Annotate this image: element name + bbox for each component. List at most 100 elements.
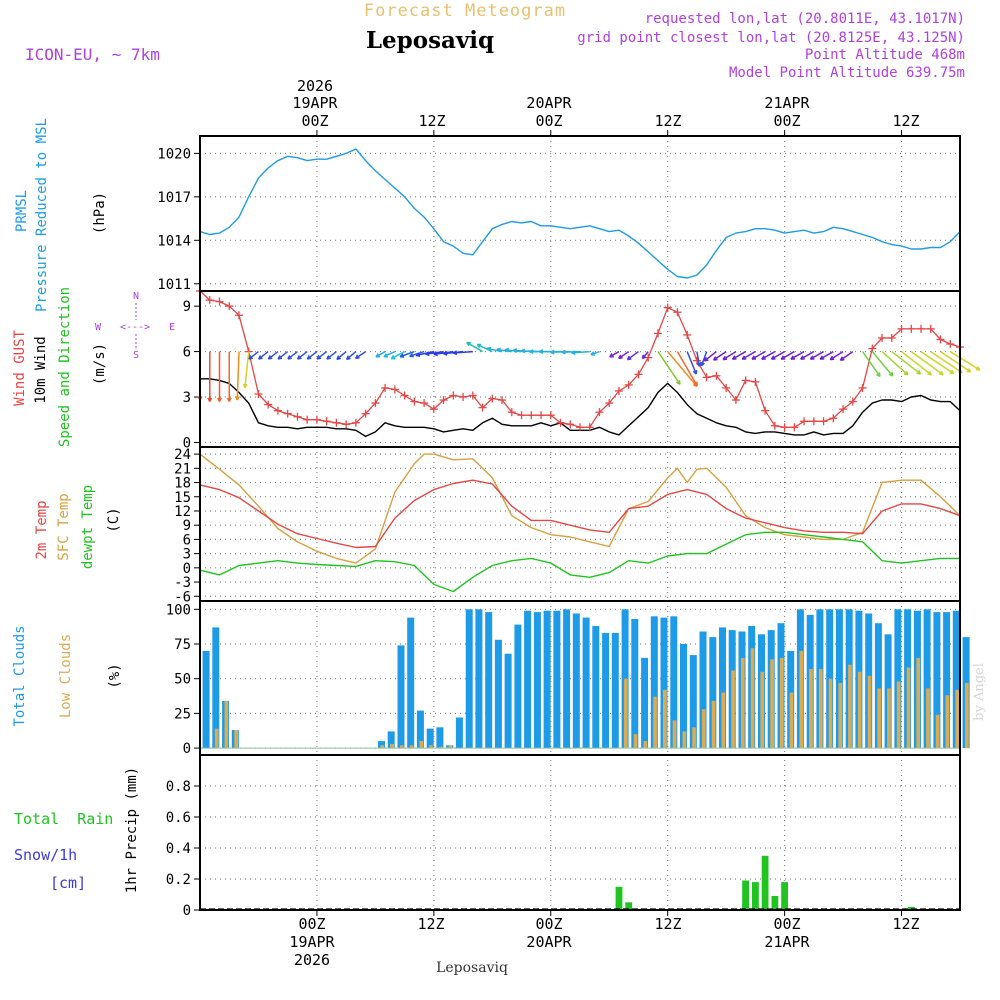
- wind-arrow: [425, 350, 444, 357]
- wind-unit: (m/s): [92, 343, 108, 385]
- wind-arrow: [712, 350, 727, 361]
- low-cloud-bar: [877, 688, 881, 749]
- wind-arrow-head-b: [678, 380, 681, 385]
- precip-label-rain: Total Rain: [14, 810, 113, 828]
- gust-marker: [322, 417, 331, 426]
- wind-arrow: [751, 350, 766, 360]
- wind-arrow-head-b: [529, 350, 534, 354]
- temp-label-sfc: SFC Temp: [56, 493, 72, 560]
- wind-gust-line: [199, 290, 961, 428]
- wind-arrow-head-b: [486, 347, 491, 352]
- wind-arrow-shaft: [571, 350, 590, 354]
- wind-arrow-shaft: [336, 351, 347, 360]
- low-cloud-bar: [926, 688, 930, 749]
- gust-marker: [390, 385, 399, 394]
- wind-arrow-shaft: [800, 350, 815, 360]
- bottom-date-21apr: 21APR: [764, 933, 810, 951]
- wind-arrow-head-b: [287, 357, 292, 360]
- wind-panel-labels: Wind GUST 10m Wind Speed and Direction (…: [12, 287, 175, 447]
- ytick-label-1-1: 3: [183, 390, 191, 406]
- wind-arrow-shaft: [248, 350, 259, 360]
- bottom-date-20apr: 20APR: [526, 933, 572, 951]
- wind-arrow: [819, 350, 834, 360]
- wind-arrow: [626, 350, 639, 361]
- wind-arrow: [839, 350, 854, 362]
- gust-marker: [400, 391, 409, 400]
- total-cloud-bar: [835, 609, 843, 748]
- ytick-label-0-0: 1011: [157, 277, 191, 293]
- ytick-label-1-2: 6: [183, 345, 191, 361]
- gust-marker: [537, 411, 546, 420]
- low-cloud-bar: [409, 745, 414, 749]
- wind-arrow-shaft: [686, 351, 697, 375]
- gust-marker: [731, 396, 740, 405]
- gust-marker: [829, 414, 838, 423]
- bottom-time-axis: 00Z 12Z 00Z 12Z 00Z 12Z 19APR 20APR 21AP…: [289, 915, 919, 969]
- wind-arrow: [242, 351, 250, 389]
- gust-marker: [439, 396, 448, 405]
- total-cloud-bar: [680, 644, 687, 749]
- low-cloud-bar: [935, 714, 940, 749]
- bottom-tick-label-0: 00Z: [298, 915, 325, 933]
- top-tick-label-4: 00Z: [773, 112, 800, 130]
- wind-arrow-shaft: [609, 350, 620, 358]
- wind-arrow-shaft: [722, 350, 737, 361]
- low-cloud-bar: [867, 675, 872, 748]
- wind-arrow-head-b: [277, 357, 283, 360]
- low-cloud-bar: [799, 650, 804, 748]
- wind-arrow-head-b: [642, 356, 647, 360]
- low-cloud-bar: [916, 657, 920, 749]
- wind-arrow-head-b: [316, 357, 322, 360]
- cloud-unit: (%): [107, 663, 123, 688]
- gust-marker: [663, 303, 672, 312]
- gust-marker: [546, 411, 555, 420]
- low-cloud-bar: [965, 682, 969, 749]
- wind-arrow-shaft: [930, 350, 963, 374]
- wind-arrow-shaft: [704, 350, 717, 362]
- header-station: Leposaviq: [366, 27, 494, 54]
- wind-arrow-shaft: [732, 350, 747, 360]
- low-cloud-bar: [653, 696, 657, 748]
- wind-arrow-shaft: [891, 350, 921, 375]
- wind-arrow-shaft: [790, 350, 805, 360]
- cloud-label-low: Low Clouds: [58, 634, 74, 718]
- wind-arrow-shaft: [415, 350, 435, 357]
- wind-arrow-head-b: [425, 353, 430, 357]
- temp-2m-line: [199, 479, 961, 549]
- wind-arrow-head-b: [878, 372, 881, 377]
- header-model: ICON-EU, ~ 7km: [25, 45, 160, 64]
- header-requested: requested lon,lat (20.8011E, 43.1017N): [645, 11, 965, 27]
- ytick-label-0-3: 1020: [157, 146, 191, 162]
- wind-arrow: [296, 350, 308, 360]
- wind-arrow-head-b: [512, 349, 517, 353]
- ytick-label-3-1: 25: [174, 706, 191, 722]
- gust-marker: [653, 329, 662, 338]
- temp-panel-labels: 2m Temp SFC Temp dewpt Temp (C): [34, 485, 122, 569]
- gust-marker: [273, 406, 282, 415]
- low-cloud-bar: [760, 671, 765, 749]
- low-cloud-bar: [750, 648, 755, 749]
- ytick-label-2-7: 15: [174, 490, 191, 506]
- wind-arrow-shaft: [780, 350, 795, 360]
- gust-marker: [576, 423, 584, 432]
- gust-marker: [410, 397, 419, 406]
- total-cloud-bar: [504, 653, 512, 748]
- top-tick-label-3: 12Z: [654, 112, 681, 130]
- wind-arrow-head-b: [236, 396, 240, 401]
- wind-arrow: [657, 351, 681, 385]
- credit-watermark: by Angel: [972, 663, 987, 721]
- wind-arrow-head-b: [355, 357, 360, 360]
- wind-arrow: [741, 350, 756, 360]
- wind-arrow-head-b: [307, 357, 312, 360]
- gust-marker: [819, 417, 828, 426]
- wind-arrow: [949, 350, 981, 371]
- gust-marker: [887, 333, 896, 342]
- wind-arrow-head-b: [940, 370, 944, 376]
- total-cloud-bar: [514, 624, 522, 749]
- gust-marker: [741, 376, 750, 385]
- total-cloud-bar: [378, 741, 385, 748]
- pressure-label-long: Pressure Reduced to MSL: [34, 118, 50, 312]
- wind-arrow-shaft: [466, 341, 483, 353]
- top-tick-label-0: 00Z: [301, 112, 328, 130]
- dewpoint-line: [199, 531, 960, 593]
